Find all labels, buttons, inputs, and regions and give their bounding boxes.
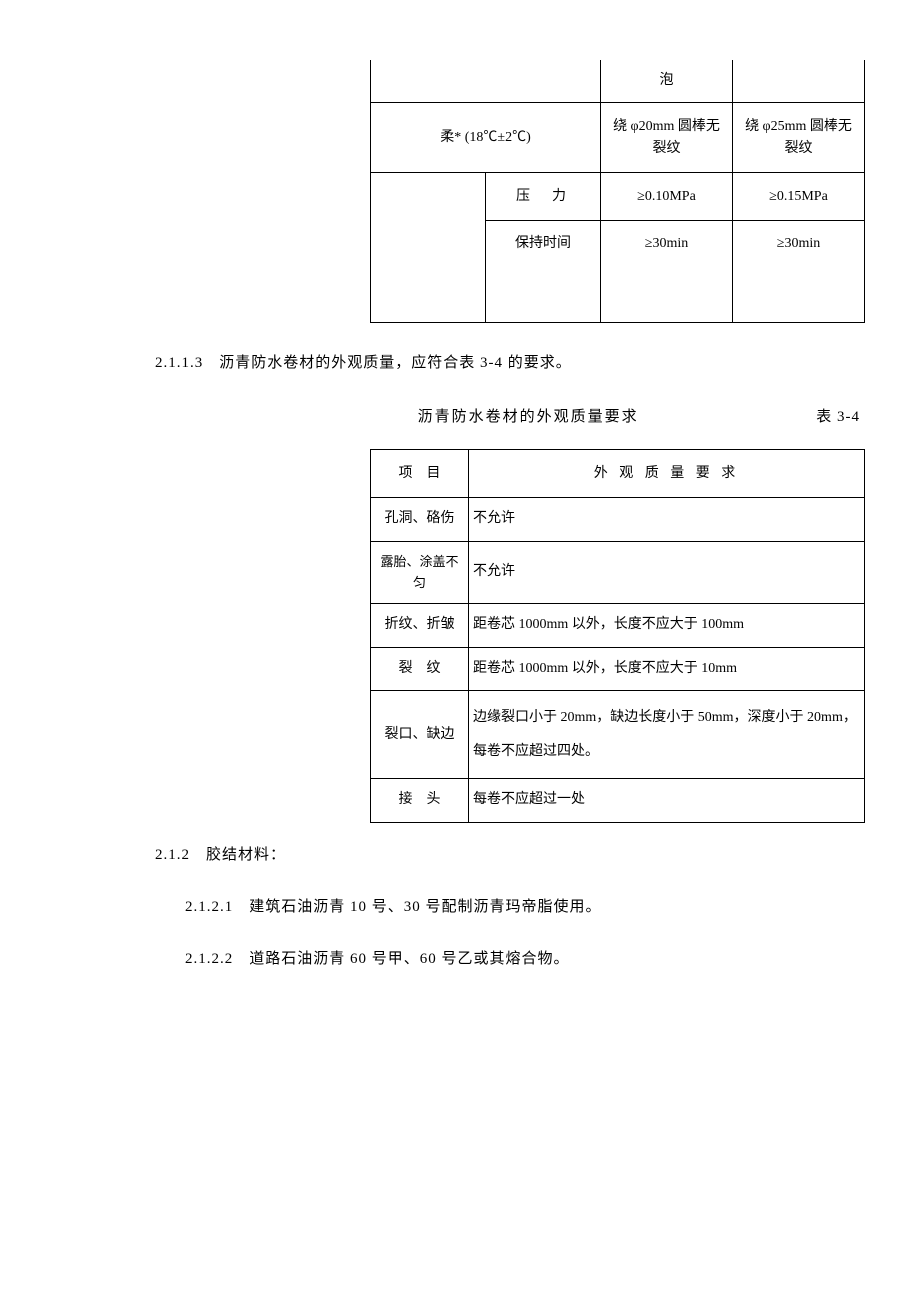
t1-r2-c3: ≥0.15MPa (733, 173, 865, 221)
t2-r5-c0: 接 头 (371, 779, 469, 822)
t1-r3-c2: ≥30min (601, 221, 733, 268)
appearance-quality-table: 项 目 外 观 质 量 要 求 孔洞、硌伤 不允许 露胎、涂盖不匀 不允许 折纹… (370, 449, 865, 822)
t2-r1-c0: 露胎、涂盖不匀 (371, 541, 469, 604)
t2-r0-c0: 孔洞、硌伤 (371, 498, 469, 541)
t1-r4-c3 (733, 268, 865, 323)
t2-h1: 外 观 质 量 要 求 (469, 450, 865, 498)
para-2-1-2-1: 2.1.2.1 建筑石油沥青 10 号、30 号配制沥青玛帝脂使用。 (155, 895, 765, 919)
t2-r2-c0: 折纹、折皱 (371, 604, 469, 647)
table-caption-row: 沥青防水卷材的外观质量要求 表 3-4 (0, 405, 920, 429)
t1-r4-c1 (486, 268, 601, 323)
t1-r0-c1 (486, 60, 601, 103)
t1-r0-c0 (371, 60, 486, 103)
t2-r5-c1: 每卷不应超过一处 (469, 779, 865, 822)
t1-r2-c0 (371, 173, 486, 323)
para-2-1-2: 2.1.2 胶结材料： (155, 843, 765, 867)
t2-r4-c0: 裂口、缺边 (371, 691, 469, 779)
t2-r1-c1: 不允许 (469, 541, 865, 604)
t1-r3-c1: 保持时间 (486, 221, 601, 268)
t1-r4-c2 (601, 268, 733, 323)
table-caption-title: 沥青防水卷材的外观质量要求 (240, 405, 816, 429)
t1-r2-c2: ≥0.10MPa (601, 173, 733, 221)
t2-r3-c0: 裂 纹 (371, 647, 469, 690)
t1-r1-c0: 柔* (18℃±2℃) (371, 103, 601, 173)
t1-r1-c2: 绕 φ20mm 圆棒无裂纹 (601, 103, 733, 173)
t1-r2-c1: 压 力 (486, 173, 601, 221)
spec-table-top: 泡 柔* (18℃±2℃) 绕 φ20mm 圆棒无裂纹 绕 φ25mm 圆棒无裂… (370, 60, 865, 323)
t2-r4-c1: 边缘裂口小于 20mm，缺边长度小于 50mm，深度小于 20mm，每卷不应超过… (469, 691, 865, 779)
para-2-1-1-3: 2.1.1.3 沥青防水卷材的外观质量，应符合表 3-4 的要求。 (155, 351, 765, 375)
t2-h0: 项 目 (371, 450, 469, 498)
t2-r2-c1: 距卷芯 1000mm 以外，长度不应大于 100mm (469, 604, 865, 647)
t1-r0-c3 (733, 60, 865, 103)
t2-r3-c1: 距卷芯 1000mm 以外，长度不应大于 10mm (469, 647, 865, 690)
t1-r0-c2: 泡 (601, 60, 733, 103)
t2-r0-c1: 不允许 (469, 498, 865, 541)
t1-r3-c3: ≥30min (733, 221, 865, 268)
t1-r1-c3: 绕 φ25mm 圆棒无裂纹 (733, 103, 865, 173)
para-2-1-2-2: 2.1.2.2 道路石油沥青 60 号甲、60 号乙或其熔合物。 (155, 947, 765, 971)
table-caption-label: 表 3-4 (816, 405, 860, 429)
